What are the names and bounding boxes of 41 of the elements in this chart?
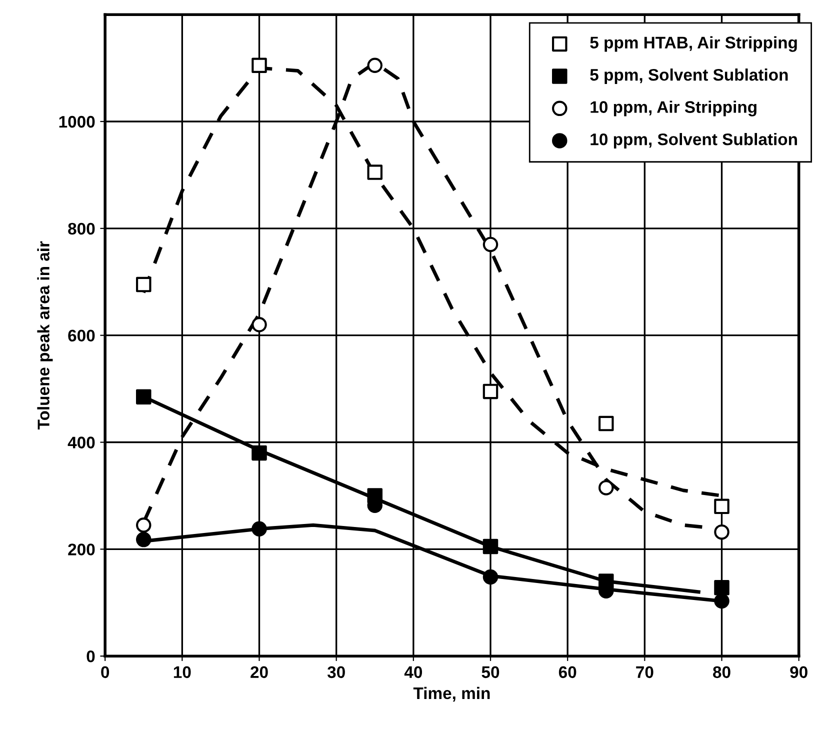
point bbox=[482, 538, 498, 554]
y-tick-label: 600 bbox=[68, 330, 95, 342]
point bbox=[136, 389, 152, 404]
point bbox=[252, 445, 267, 461]
y-tick-label: 200 bbox=[68, 544, 95, 556]
y-axis-title: Toluene peak area in air bbox=[37, 241, 53, 430]
y-tick-label: 400 bbox=[68, 436, 95, 448]
y-tick-label: 0 bbox=[86, 650, 95, 662]
point bbox=[252, 58, 267, 73]
x-tick-label: 50 bbox=[482, 666, 500, 678]
point bbox=[482, 569, 498, 585]
point bbox=[136, 276, 152, 292]
point bbox=[482, 236, 498, 252]
legend-label: 5 ppm HTAB, Air Stripping bbox=[590, 36, 797, 52]
x-tick-label: 80 bbox=[713, 666, 730, 678]
legend-label: 10 ppm, Air Stripping bbox=[590, 100, 756, 116]
point bbox=[714, 524, 730, 540]
x-tick-label: 40 bbox=[404, 666, 422, 678]
point bbox=[367, 58, 383, 73]
point bbox=[252, 521, 267, 536]
x-tick-label: 20 bbox=[250, 666, 268, 678]
y-tick-label: 1000 bbox=[59, 116, 95, 128]
point bbox=[136, 517, 152, 533]
x-tick-label: 30 bbox=[327, 666, 345, 678]
point bbox=[714, 593, 730, 609]
y-tick-label: 800 bbox=[68, 222, 95, 235]
point bbox=[252, 317, 267, 332]
point bbox=[598, 416, 614, 432]
x-tick-label: 10 bbox=[174, 666, 191, 678]
x-axis-title: Time, min bbox=[413, 686, 490, 702]
point bbox=[714, 498, 730, 514]
legend-label: 10 ppm, Solvent Sublation bbox=[590, 133, 797, 149]
x-tick-label: 90 bbox=[790, 666, 808, 678]
legend-label: 5 ppm, Solvent Sublation bbox=[590, 68, 788, 84]
x-tick-label: 0 bbox=[101, 666, 110, 678]
x-tick-label: 60 bbox=[558, 666, 576, 678]
point bbox=[136, 532, 152, 548]
point bbox=[714, 580, 730, 596]
x-tick-label: 70 bbox=[636, 666, 654, 678]
point bbox=[482, 384, 498, 400]
point bbox=[367, 164, 383, 180]
